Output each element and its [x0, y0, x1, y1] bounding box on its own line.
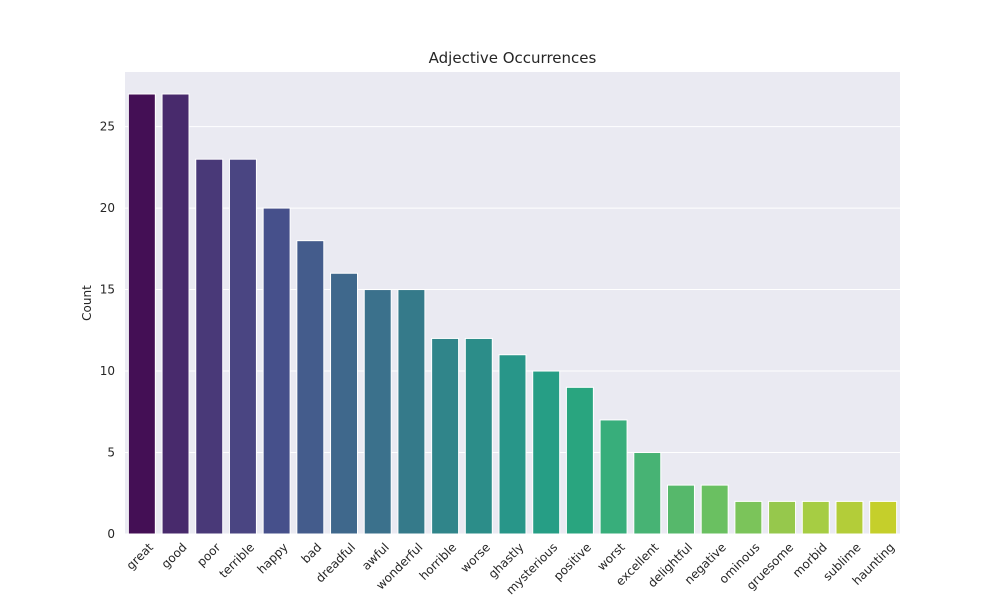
y-tick-label: 15	[100, 283, 115, 297]
bar-wonderful	[397, 289, 426, 535]
y-tick-label: 5	[107, 446, 115, 460]
bar-negative	[700, 484, 729, 535]
bars	[127, 93, 898, 535]
x-tick-label: positive	[551, 540, 594, 583]
bar-positive	[565, 386, 594, 535]
bar-dreadful	[330, 272, 359, 535]
bar-ghastly	[498, 354, 527, 535]
y-tick-label: 10	[100, 364, 115, 378]
bar-good	[161, 93, 190, 535]
y-tick-label: 25	[100, 120, 115, 134]
y-tick-labels: 0 5 10 15 20 25	[100, 120, 115, 541]
bar-great	[127, 93, 156, 535]
bar-delightful	[667, 484, 695, 535]
bar-worst	[599, 419, 628, 535]
bar-awful	[363, 289, 392, 535]
y-axis-label: Count	[80, 285, 94, 321]
bar-bad	[296, 240, 325, 535]
bar-poor	[195, 158, 224, 535]
x-tick-label: terrible	[216, 540, 257, 581]
bar-ominous	[734, 500, 763, 535]
y-tick-label: 20	[100, 201, 115, 215]
bar-terrible	[228, 158, 257, 535]
bar-gruesome	[768, 500, 797, 535]
y-tick-label: 0	[107, 527, 115, 541]
x-tick-label: good	[159, 540, 190, 571]
chart-title: Adjective Occurrences	[429, 49, 597, 67]
bar-sublime	[835, 500, 864, 535]
x-tick-label: bad	[299, 540, 325, 566]
x-tick-label: horrible	[417, 540, 460, 583]
bar-haunting	[869, 500, 898, 535]
bar-happy	[262, 207, 291, 535]
bar-worse	[464, 337, 493, 535]
bar-horrible	[431, 337, 460, 535]
x-tick-label: great	[124, 540, 157, 573]
x-tick-label: happy	[254, 540, 290, 576]
bar-morbid	[801, 500, 830, 535]
x-tick-label: poor	[194, 540, 223, 569]
bar-mysterious	[532, 370, 561, 535]
bar-excellent	[633, 452, 662, 535]
